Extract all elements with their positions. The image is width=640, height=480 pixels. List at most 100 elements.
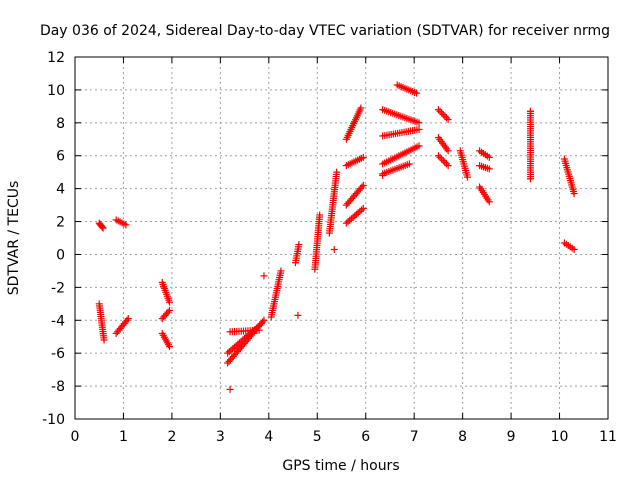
- data-point: [444, 147, 452, 155]
- data-point: [444, 162, 452, 170]
- data-point: [277, 267, 285, 275]
- data-point: [234, 340, 242, 348]
- data-point: [316, 211, 324, 219]
- data-point: [295, 241, 303, 249]
- data-point: [413, 89, 421, 97]
- y-axis: -10 -8 -6 -4 -2 0 2 4 6 8 10 12: [42, 50, 608, 428]
- plot-frame: [74, 56, 609, 420]
- data-point: [344, 218, 352, 226]
- data-point: [165, 343, 173, 351]
- x-tick-label: 11: [599, 429, 617, 445]
- data-point: [570, 246, 578, 254]
- x-tick-label: 4: [264, 429, 273, 445]
- data-point: [251, 325, 259, 333]
- data-point: [526, 107, 534, 115]
- data-point: [247, 328, 255, 336]
- data-point: [258, 320, 266, 328]
- y-axis-label: SDTVAR / TECUs: [6, 181, 22, 296]
- data-point: [351, 212, 359, 220]
- chart-title: Day 036 of 2024, Sidereal Day-to-day VTE…: [40, 23, 610, 39]
- y-tick-label: 2: [56, 215, 65, 231]
- data-point: [359, 181, 367, 189]
- grid-lines: [75, 57, 608, 419]
- data-point: [100, 336, 108, 344]
- data-point: [229, 345, 237, 353]
- data-points: [95, 81, 578, 393]
- data-point: [405, 160, 413, 168]
- data-point: [434, 152, 442, 160]
- data-point: [237, 337, 245, 345]
- data-point: [239, 336, 247, 344]
- data-point: [415, 125, 423, 133]
- data-point: [442, 114, 450, 122]
- data-point: [442, 160, 450, 168]
- data-point: [226, 385, 234, 393]
- data-point: [439, 111, 447, 119]
- y-tick-label: -10: [42, 412, 65, 428]
- x-axis-label: GPS time / hours: [282, 458, 399, 474]
- x-tick-label: 7: [410, 429, 419, 445]
- data-point: [252, 324, 260, 332]
- data-point: [242, 333, 250, 341]
- data-point: [441, 112, 449, 120]
- y-tick-label: 6: [56, 149, 65, 165]
- data-point: [342, 219, 350, 227]
- data-point: [439, 157, 447, 165]
- data-point: [356, 207, 364, 215]
- data-point: [436, 107, 444, 115]
- y-tick-label: 0: [56, 247, 65, 263]
- data-point: [415, 142, 423, 150]
- data-point: [165, 306, 173, 314]
- data-point: [164, 308, 172, 316]
- data-point: [99, 224, 107, 232]
- data-point: [358, 206, 366, 214]
- x-axis: 0 1 2 3 4 5 6 7 8 9 10 11: [71, 57, 617, 445]
- x-tick-label: 6: [361, 429, 370, 445]
- data-point: [224, 349, 232, 357]
- data-point: [244, 331, 252, 339]
- x-tick-label: 2: [167, 429, 176, 445]
- data-point: [294, 311, 302, 319]
- data-point: [122, 221, 130, 229]
- data-point: [232, 342, 240, 350]
- data-point: [123, 316, 131, 324]
- data-point: [441, 158, 449, 166]
- data-point: [434, 106, 442, 114]
- data-point: [230, 343, 238, 351]
- data-point: [359, 204, 367, 212]
- data-point: [246, 330, 254, 338]
- data-point: [485, 153, 493, 161]
- data-point: [438, 109, 446, 117]
- data-point: [379, 171, 387, 179]
- y-tick-label: 10: [47, 83, 65, 99]
- data-point: [349, 213, 357, 221]
- data-point: [225, 348, 233, 356]
- data-point: [444, 116, 452, 124]
- data-point: [346, 216, 354, 224]
- data-point: [436, 153, 444, 161]
- data-point: [249, 327, 257, 335]
- data-point: [526, 175, 534, 183]
- data-point: [485, 165, 493, 173]
- data-point: [260, 272, 268, 280]
- data-point: [354, 209, 362, 217]
- data-point: [347, 215, 355, 223]
- x-tick-label: 10: [551, 429, 569, 445]
- x-tick-label: 3: [216, 429, 225, 445]
- data-point: [256, 321, 264, 329]
- data-point: [359, 153, 367, 161]
- data-point: [485, 198, 493, 206]
- data-point: [227, 346, 235, 354]
- data-point: [438, 155, 446, 163]
- data-point: [98, 223, 106, 231]
- data-point: [254, 323, 262, 331]
- data-point: [570, 190, 578, 198]
- data-point: [165, 298, 173, 306]
- data-point: [415, 119, 423, 127]
- data-point: [241, 334, 249, 342]
- x-tick-label: 0: [71, 429, 80, 445]
- y-tick-label: 4: [56, 182, 65, 198]
- data-point: [236, 339, 244, 347]
- x-tick-label: 9: [507, 429, 516, 445]
- y-tick-label: 12: [47, 50, 65, 66]
